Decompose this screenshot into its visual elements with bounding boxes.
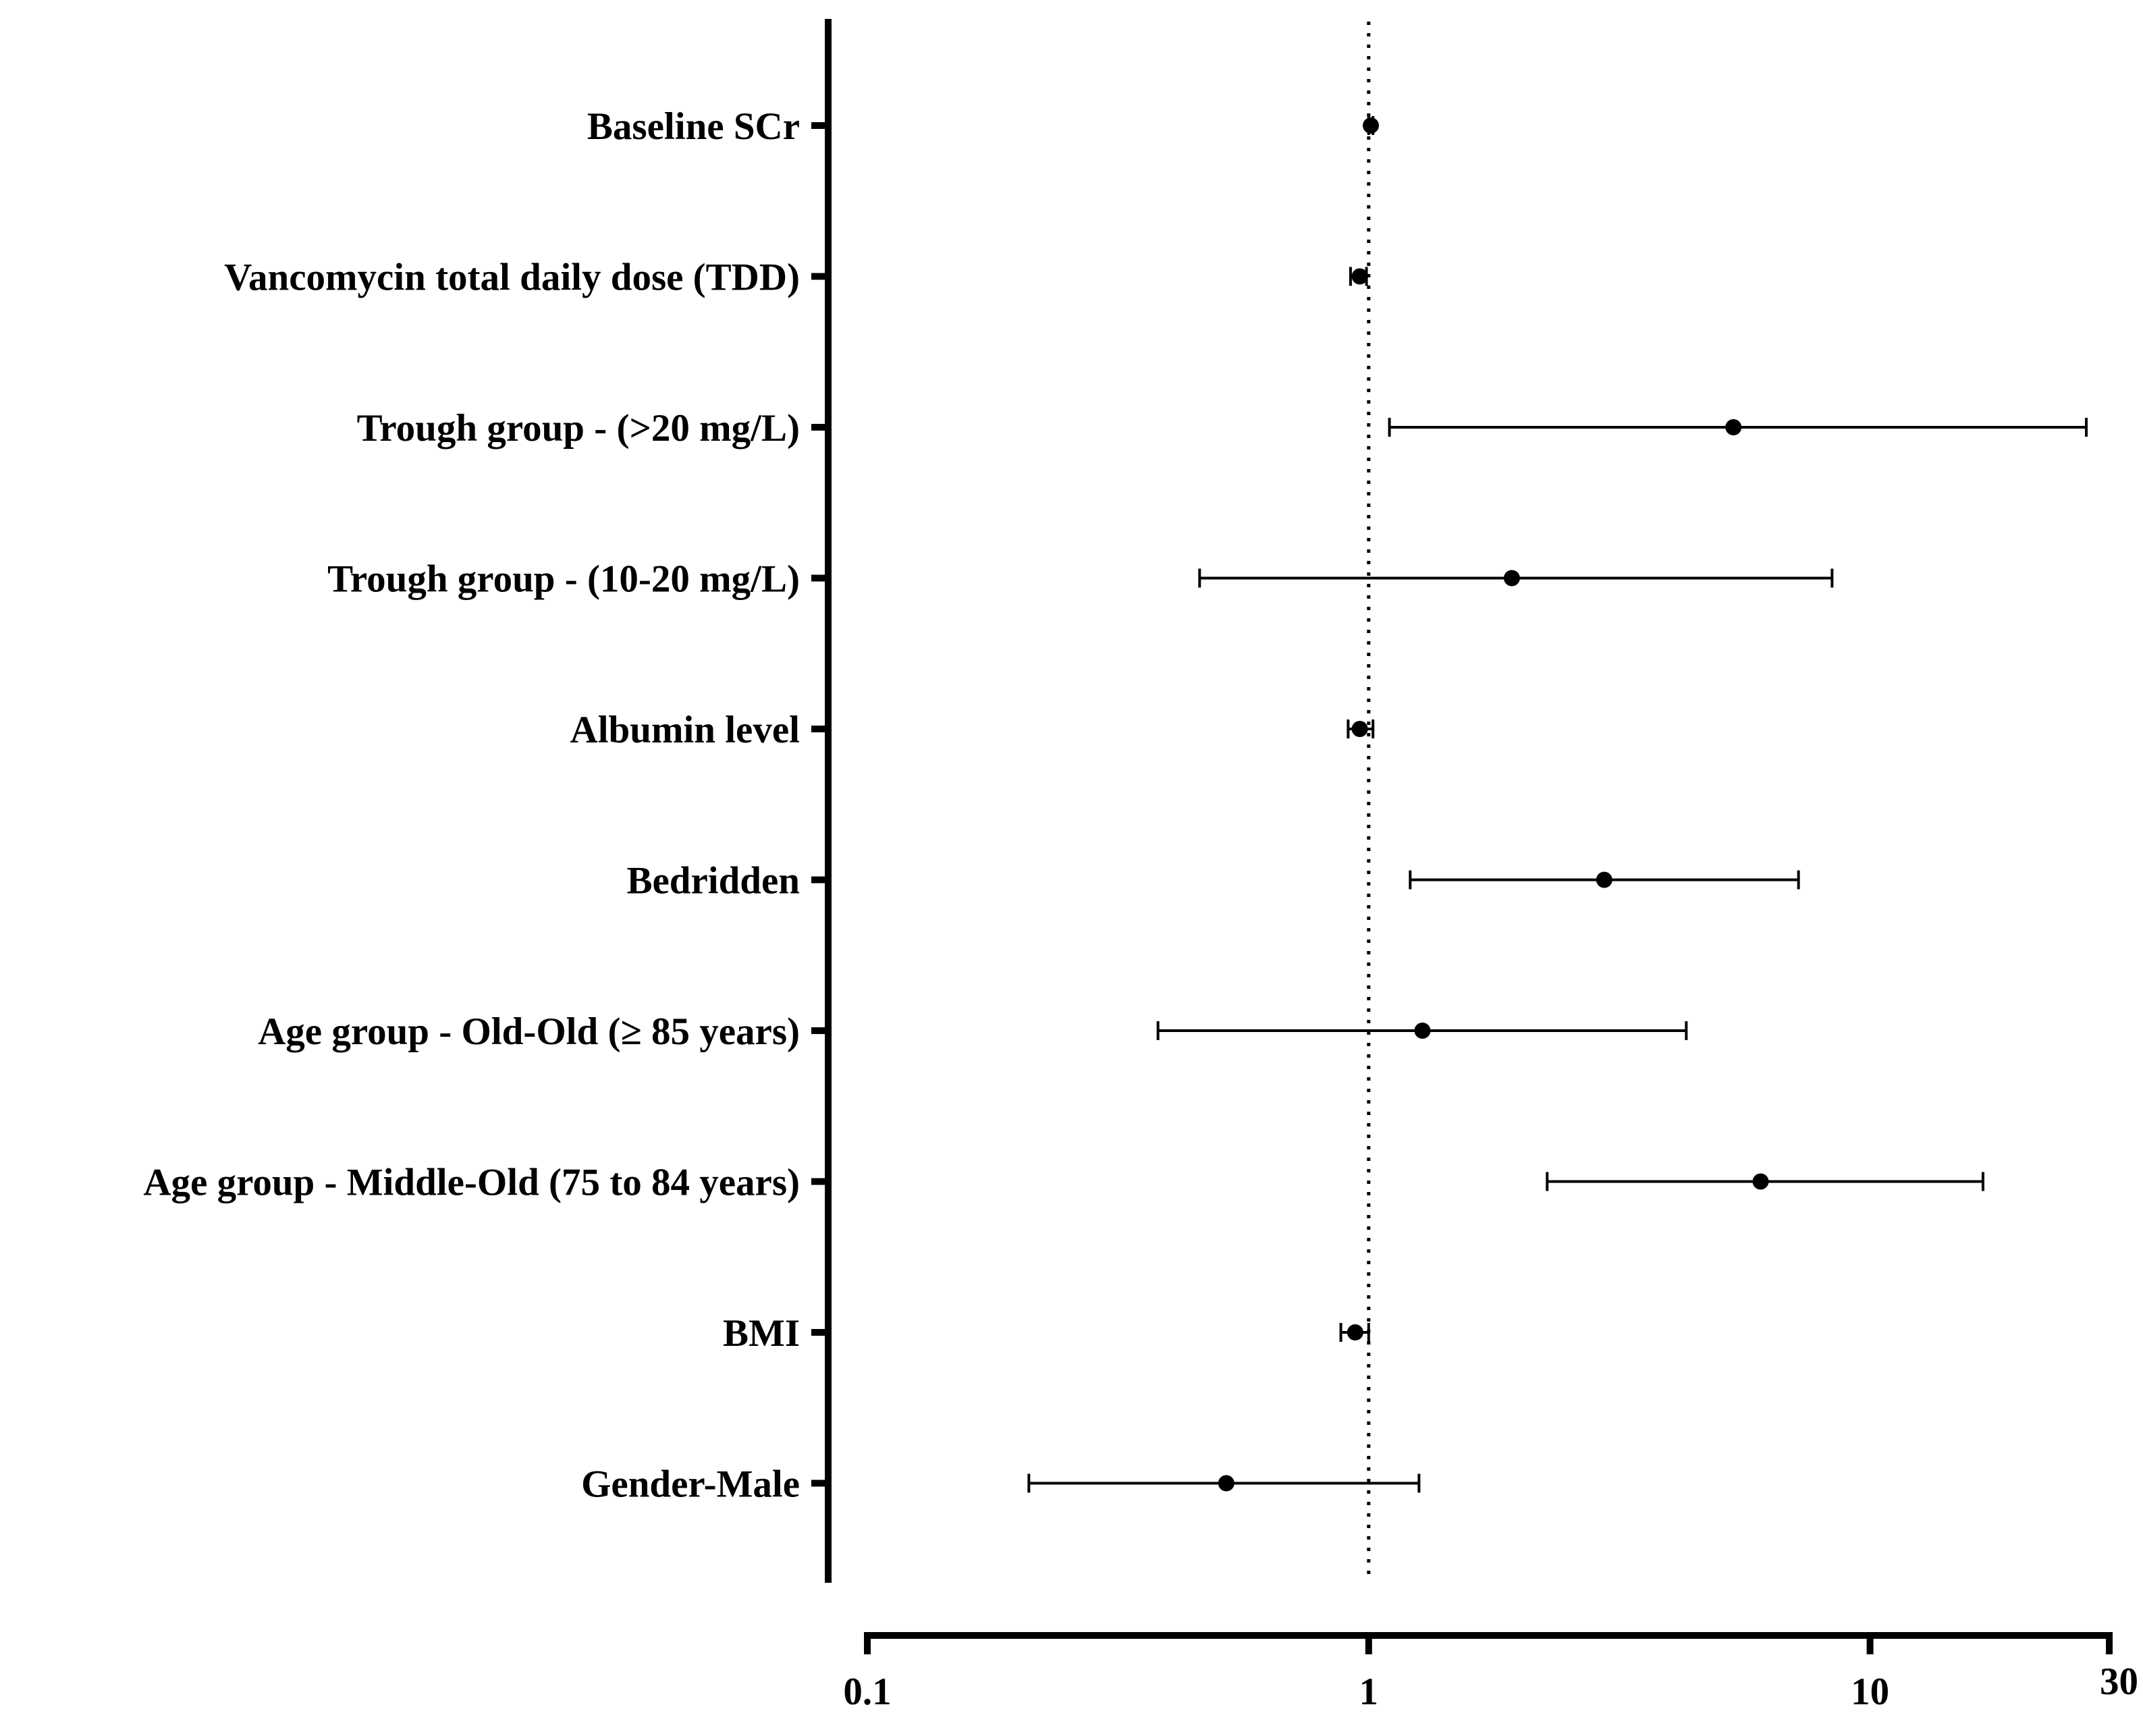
forest-row: Trough group - (10-20 mg/L) bbox=[327, 558, 1834, 601]
forest-row: Bedridden bbox=[626, 860, 1800, 902]
forest-row: Age group - Old-Old (≥ 85 years) bbox=[258, 1010, 1688, 1053]
point-estimate bbox=[1347, 1324, 1363, 1340]
row-label: BMI bbox=[723, 1312, 800, 1355]
rows-layer: Baseline SCr Vancomycin total daily dose … bbox=[143, 105, 2088, 1506]
row-label: Baseline SCr bbox=[587, 105, 800, 148]
row-label: Albumin level bbox=[570, 709, 800, 751]
x-ticks-layer: 0.1 1 10 30 bbox=[843, 1632, 2138, 1713]
forest-row: Vancomycin total daily dose (TDD) bbox=[224, 256, 1368, 299]
point-estimate bbox=[1503, 570, 1520, 587]
row-label: Vancomycin total daily dose (TDD) bbox=[224, 256, 800, 299]
forest-row: Age group - Middle-Old (75 to 84 years) bbox=[143, 1162, 1984, 1204]
forest-row: Albumin level bbox=[570, 709, 1375, 751]
point-estimate bbox=[1596, 871, 1612, 888]
row-label: Trough group - (>20 mg/L) bbox=[357, 407, 800, 450]
x-tick-label: 0.1 bbox=[843, 1671, 891, 1713]
point-estimate bbox=[1752, 1173, 1769, 1190]
point-estimate bbox=[1414, 1023, 1431, 1039]
point-estimate bbox=[1363, 117, 1380, 134]
x-tick-label: 1 bbox=[1359, 1671, 1379, 1713]
point-estimate bbox=[1351, 268, 1368, 285]
forest-row: Gender-Male bbox=[581, 1463, 1421, 1506]
row-label: Age group - Old-Old (≥ 85 years) bbox=[258, 1010, 800, 1053]
row-label: Trough group - (10-20 mg/L) bbox=[327, 558, 800, 601]
row-label: Bedridden bbox=[626, 860, 800, 902]
point-estimate bbox=[1351, 721, 1368, 737]
forest-row: BMI bbox=[723, 1312, 1370, 1355]
point-estimate bbox=[1218, 1475, 1235, 1492]
x-tick-label: 30 bbox=[2100, 1660, 2138, 1703]
row-label: Age group - Middle-Old (75 to 84 years) bbox=[143, 1162, 800, 1204]
row-label: Gender-Male bbox=[581, 1463, 800, 1506]
forest-row: Baseline SCr bbox=[587, 105, 1380, 148]
forest-row: Trough group - (>20 mg/L) bbox=[357, 407, 2088, 450]
x-tick-label: 10 bbox=[1851, 1671, 1889, 1713]
point-estimate bbox=[1725, 419, 1742, 435]
